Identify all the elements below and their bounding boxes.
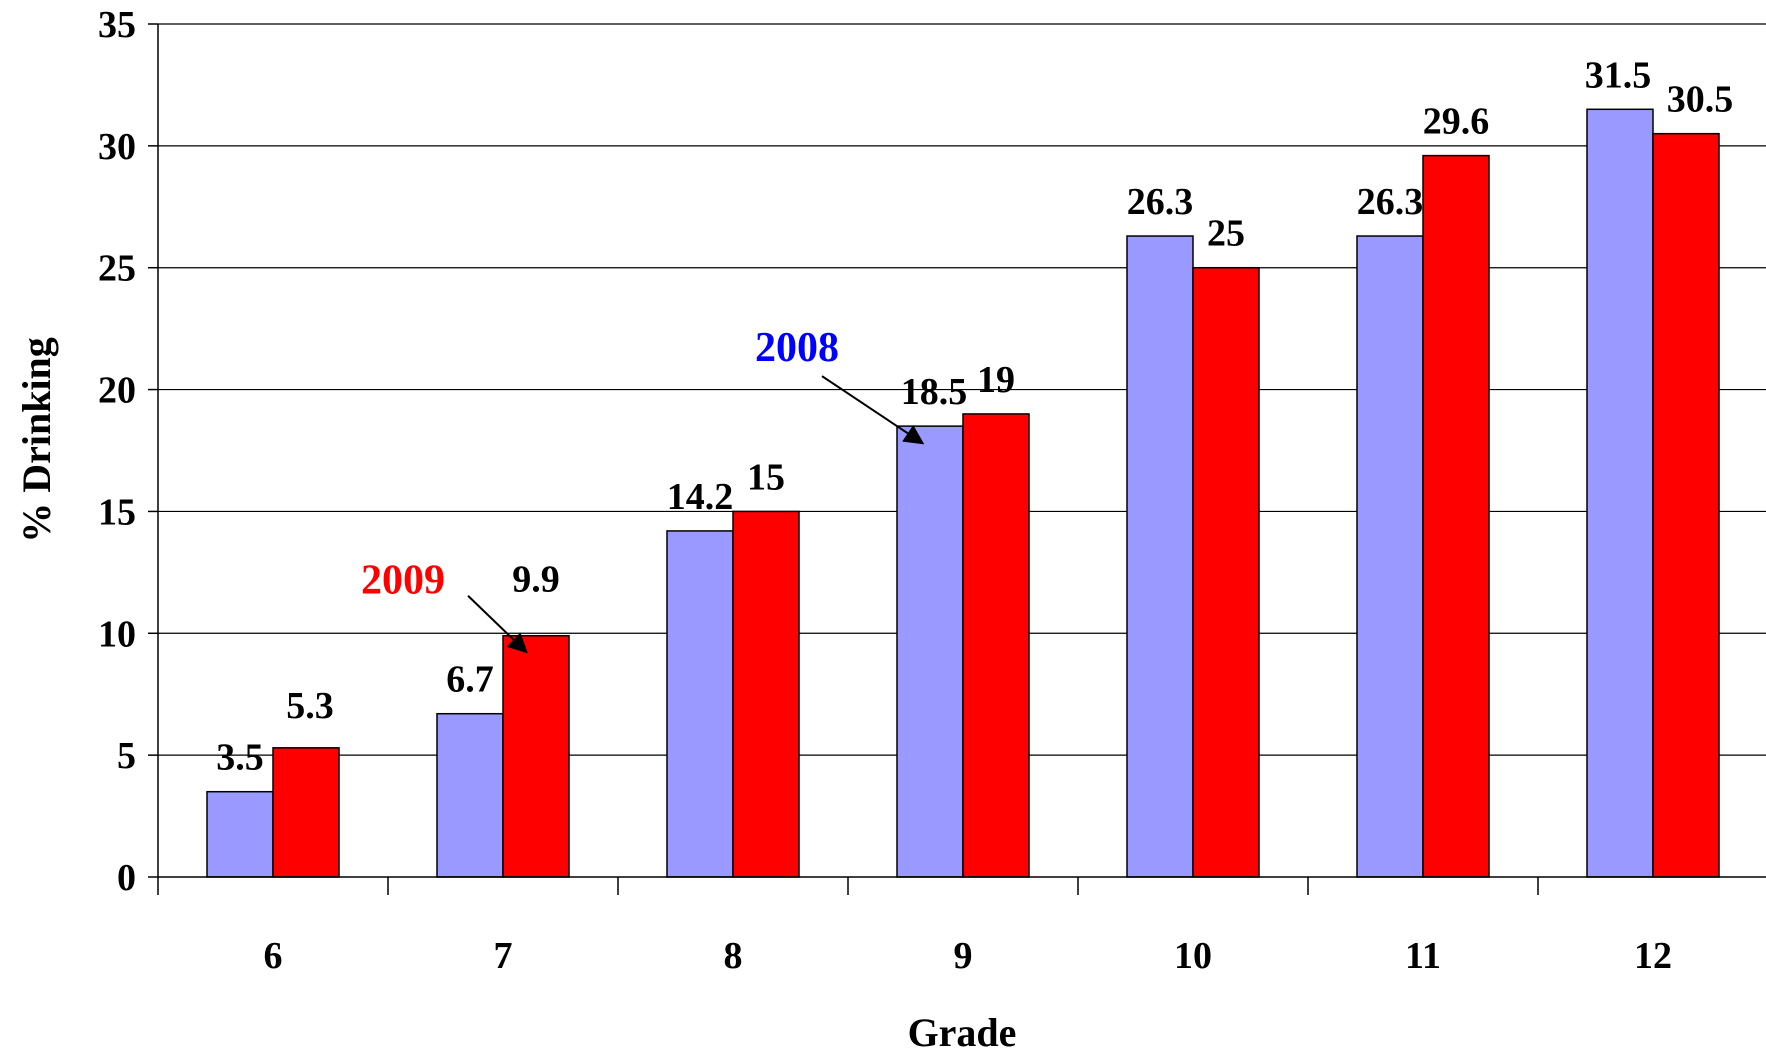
data-label: 9.9 bbox=[512, 559, 560, 601]
data-label: 31.5 bbox=[1585, 54, 1652, 96]
data-label: 29.6 bbox=[1423, 101, 1490, 143]
annotation-2008: 2008 bbox=[755, 325, 839, 371]
x-tick-label: 10 bbox=[1174, 935, 1212, 977]
bar-2008-grade-9 bbox=[896, 425, 964, 878]
data-label: 3.5 bbox=[216, 737, 264, 779]
bar-2008-grade-8 bbox=[666, 530, 734, 878]
bars bbox=[206, 108, 1720, 878]
x-tick-label: 9 bbox=[954, 935, 973, 977]
data-label: 30.5 bbox=[1667, 79, 1734, 121]
y-tick-label: 35 bbox=[98, 4, 136, 46]
y-tick-label: 25 bbox=[98, 248, 136, 290]
bar-2008-grade-12 bbox=[1586, 108, 1654, 878]
data-label: 25 bbox=[1207, 213, 1245, 255]
data-label: 15 bbox=[747, 456, 785, 498]
y-axis-title: % Drinking bbox=[14, 337, 59, 543]
annotation-arrow bbox=[821, 375, 925, 445]
bar-2009-grade-9 bbox=[962, 413, 1030, 878]
bar-2009-grade-10 bbox=[1192, 266, 1260, 878]
bar-2008-grade-10 bbox=[1126, 235, 1194, 878]
data-label: 19 bbox=[977, 359, 1015, 401]
bar-2009-grade-7 bbox=[502, 634, 570, 878]
x-tick-label: 7 bbox=[494, 935, 513, 977]
data-label: 26.3 bbox=[1357, 181, 1424, 223]
data-label: 26.3 bbox=[1127, 181, 1194, 223]
axes bbox=[148, 23, 1766, 895]
y-tick-label: 20 bbox=[98, 370, 136, 412]
y-tick-label: 5 bbox=[117, 735, 136, 777]
bar-2008-grade-6 bbox=[206, 790, 274, 878]
annotations: 2008 2009 bbox=[361, 325, 925, 654]
bar-2008-grade-11 bbox=[1356, 235, 1424, 878]
x-tick-label: 11 bbox=[1405, 935, 1441, 977]
bar-2009-grade-8 bbox=[732, 510, 800, 878]
annotation-2009: 2009 bbox=[361, 558, 445, 604]
x-tick-label: 8 bbox=[724, 935, 743, 977]
bar-2008-grade-7 bbox=[436, 712, 504, 878]
y-tick-labels: 0 5 10 15 20 25 30 35 bbox=[98, 4, 136, 899]
y-tick-label: 0 bbox=[117, 857, 136, 899]
x-tick-labels: 6 7 8 9 10 11 12 bbox=[264, 935, 1673, 977]
y-tick-label: 30 bbox=[98, 126, 136, 168]
bar-2009-grade-6 bbox=[272, 747, 340, 878]
data-labels: 3.5 5.3 6.7 9.9 14.2 15 18.5 19 26.3 25 26.3 29.6 31… bbox=[216, 54, 1733, 778]
data-label: 18.5 bbox=[901, 371, 968, 413]
data-label: 5.3 bbox=[286, 685, 334, 727]
x-tick-label: 6 bbox=[264, 935, 283, 977]
bar-2009-grade-11 bbox=[1422, 154, 1490, 878]
annotation-arrow bbox=[467, 595, 528, 654]
x-axis-title: Grade bbox=[908, 1010, 1017, 1055]
bar-2009-grade-12 bbox=[1652, 132, 1720, 878]
y-tick-label: 15 bbox=[98, 491, 136, 533]
y-tick-label: 10 bbox=[98, 613, 136, 655]
x-tick-label: 12 bbox=[1634, 935, 1672, 977]
data-label: 14.2 bbox=[667, 476, 734, 518]
data-label: 6.7 bbox=[446, 659, 494, 701]
